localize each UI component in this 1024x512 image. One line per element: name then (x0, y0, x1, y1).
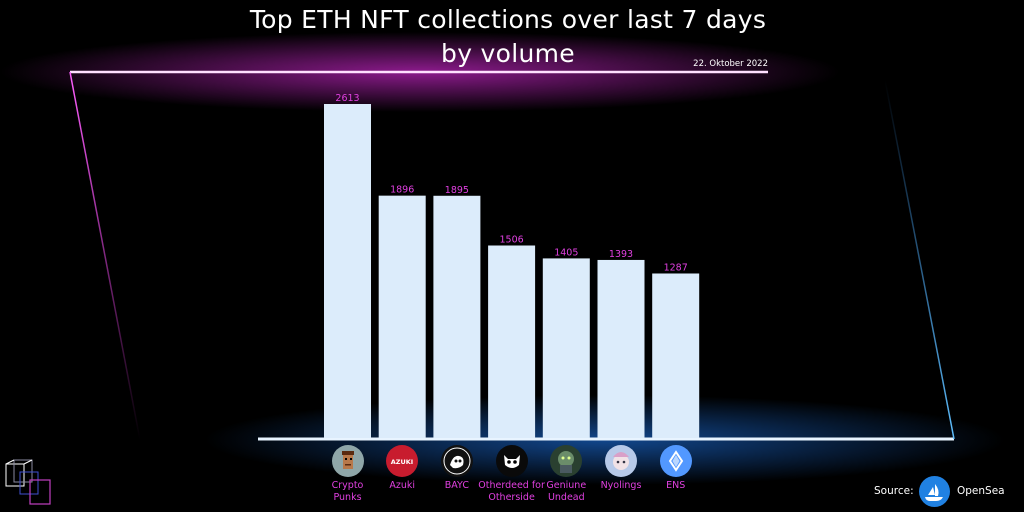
bar-2 (378, 195, 426, 438)
value-labels-group: 2613 1896 1895 1506 1405 1393 1287 (335, 93, 687, 273)
source-label: Source: (874, 485, 914, 497)
chart-title-line1: Top ETH NFT collections over last 7 days (249, 5, 767, 34)
bar-6 (597, 259, 645, 438)
bar-4 (488, 245, 536, 438)
category-label-6: Nyolings (586, 480, 656, 492)
value-label-3: 1895 (445, 185, 469, 196)
bars-group (324, 104, 700, 438)
category-label-line: BAYC (444, 480, 469, 491)
bayc-icon (440, 445, 473, 477)
category-label-line: Otherside (488, 492, 535, 503)
value-label-6: 1393 (609, 249, 633, 260)
undead-icon (550, 445, 583, 477)
category-label-4: Otherdeed for Otherside (477, 480, 547, 504)
chart-title-line2: by volume (441, 39, 575, 68)
chart-date: 22. Oktober 2022 (693, 59, 768, 69)
bar-7 (652, 273, 700, 438)
value-label-5: 1405 (554, 247, 578, 258)
cryptopunk-icon (331, 445, 364, 477)
left-neon-line (69, 71, 141, 441)
category-label-line: Punks (333, 492, 362, 503)
svg-text:AZUKI: AZUKI (391, 458, 413, 466)
category-label-line: ENS (666, 480, 686, 491)
corner-cube-logo-icon (5, 459, 51, 505)
opensea-icon (919, 476, 950, 507)
azuki-icon: AZUKI (386, 445, 419, 477)
nyolings-icon (605, 445, 637, 477)
category-label-3: BAYC (422, 480, 492, 492)
category-label-line: Otherdeed for (478, 480, 545, 491)
bar-5 (542, 258, 590, 438)
value-label-2: 1896 (390, 185, 414, 196)
source-brand: OpenSea (957, 485, 1005, 497)
right-neon-line (884, 79, 955, 440)
value-label-1: 2613 (335, 93, 359, 104)
category-label-5: Geniune Undead (531, 480, 601, 504)
category-label-1: Crypto Punks (313, 480, 383, 504)
value-label-4: 1506 (500, 234, 524, 245)
category-label-line: Nyolings (600, 480, 642, 491)
value-label-7: 1287 (664, 262, 688, 273)
category-label-line: Geniune (546, 480, 587, 491)
bar-1 (324, 104, 371, 438)
bar-3 (433, 195, 481, 438)
category-label-line: Crypto (331, 480, 364, 491)
category-label-line: Undead (547, 492, 585, 503)
ens-icon (659, 445, 692, 477)
category-label-7: ENS (641, 480, 711, 492)
category-label-2: Azuki (367, 480, 437, 492)
category-label-line: Azuki (389, 480, 416, 491)
otherdeed-icon (495, 445, 528, 477)
